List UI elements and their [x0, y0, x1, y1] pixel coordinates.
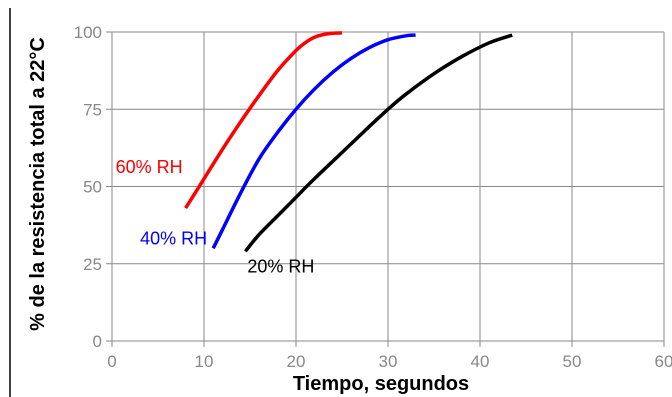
x-tick-label: 50 — [563, 352, 582, 371]
series-label-40rh: 40% RH — [140, 228, 207, 248]
series-label-60rh: 60% RH — [116, 157, 183, 177]
x-tick-label: 10 — [195, 352, 214, 371]
grid-layer — [106, 31, 665, 347]
series-layer — [184, 31, 513, 253]
series-label-layer: 60% RH 40% RH 20% RH — [116, 157, 315, 276]
y-axis-label: % de la resistencia total a 22°C — [27, 37, 49, 331]
y-tick-label: 50 — [83, 178, 102, 197]
x-tick-label: 20 — [287, 352, 306, 371]
tick-label-layer: 0 10 20 30 40 50 60 0 25 50 75 100 — [74, 23, 672, 371]
x-tick-label: 0 — [107, 352, 116, 371]
x-tick-label: 40 — [471, 352, 490, 371]
x-tick-label: 30 — [379, 352, 398, 371]
series-label-20rh: 20% RH — [247, 256, 314, 276]
y-tick-label: 100 — [74, 23, 102, 42]
y-tick-label: 25 — [83, 255, 102, 274]
series-line-60rh — [184, 31, 343, 210]
x-axis-label: Tiempo, segundos — [293, 373, 469, 395]
y-tick-label: 75 — [83, 100, 102, 119]
x-tick-label: 60 — [655, 352, 672, 371]
y-tick-label: 0 — [93, 332, 102, 351]
series-line-20rh — [244, 33, 513, 253]
series-line-40rh — [211, 33, 416, 250]
